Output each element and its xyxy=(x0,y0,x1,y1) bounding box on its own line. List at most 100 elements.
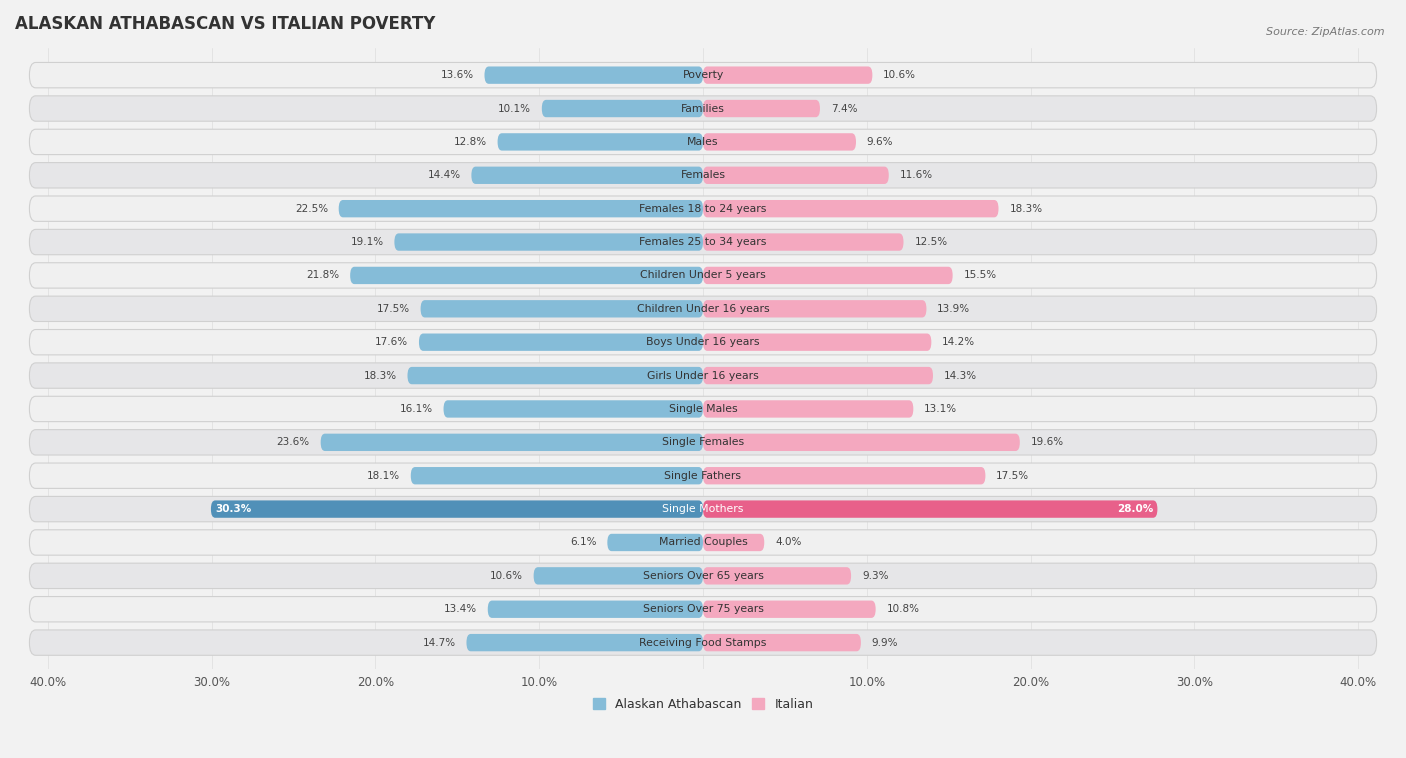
FancyBboxPatch shape xyxy=(443,400,703,418)
FancyBboxPatch shape xyxy=(30,96,1376,121)
FancyBboxPatch shape xyxy=(339,200,703,218)
FancyBboxPatch shape xyxy=(30,163,1376,188)
FancyBboxPatch shape xyxy=(408,367,703,384)
FancyBboxPatch shape xyxy=(541,100,703,117)
Text: 21.8%: 21.8% xyxy=(307,271,339,280)
Text: 15.5%: 15.5% xyxy=(963,271,997,280)
Text: Families: Families xyxy=(681,104,725,114)
Text: 10.6%: 10.6% xyxy=(489,571,523,581)
Text: 7.4%: 7.4% xyxy=(831,104,858,114)
Text: 19.1%: 19.1% xyxy=(350,237,384,247)
FancyBboxPatch shape xyxy=(419,334,703,351)
Legend: Alaskan Athabascan, Italian: Alaskan Athabascan, Italian xyxy=(588,693,818,716)
Text: 28.0%: 28.0% xyxy=(1118,504,1153,514)
FancyBboxPatch shape xyxy=(411,467,703,484)
FancyBboxPatch shape xyxy=(30,330,1376,355)
Text: 13.9%: 13.9% xyxy=(938,304,970,314)
Text: 14.2%: 14.2% xyxy=(942,337,976,347)
FancyBboxPatch shape xyxy=(703,167,889,184)
FancyBboxPatch shape xyxy=(211,500,703,518)
FancyBboxPatch shape xyxy=(485,67,703,84)
FancyBboxPatch shape xyxy=(703,567,851,584)
FancyBboxPatch shape xyxy=(30,363,1376,388)
Text: 10.1%: 10.1% xyxy=(498,104,531,114)
FancyBboxPatch shape xyxy=(703,300,927,318)
Text: 9.9%: 9.9% xyxy=(872,637,898,647)
Text: Seniors Over 75 years: Seniors Over 75 years xyxy=(643,604,763,614)
FancyBboxPatch shape xyxy=(703,67,872,84)
FancyBboxPatch shape xyxy=(30,563,1376,588)
FancyBboxPatch shape xyxy=(30,597,1376,622)
FancyBboxPatch shape xyxy=(30,263,1376,288)
Text: 12.5%: 12.5% xyxy=(914,237,948,247)
Text: 18.3%: 18.3% xyxy=(364,371,396,381)
FancyBboxPatch shape xyxy=(703,500,1157,518)
Text: 4.0%: 4.0% xyxy=(775,537,801,547)
Text: 14.4%: 14.4% xyxy=(427,171,461,180)
FancyBboxPatch shape xyxy=(30,196,1376,221)
FancyBboxPatch shape xyxy=(703,467,986,484)
Text: Boys Under 16 years: Boys Under 16 years xyxy=(647,337,759,347)
Text: 13.4%: 13.4% xyxy=(444,604,477,614)
Text: Females: Females xyxy=(681,171,725,180)
FancyBboxPatch shape xyxy=(30,296,1376,321)
Text: Girls Under 16 years: Girls Under 16 years xyxy=(647,371,759,381)
FancyBboxPatch shape xyxy=(703,200,998,218)
Text: 6.1%: 6.1% xyxy=(569,537,596,547)
FancyBboxPatch shape xyxy=(498,133,703,151)
Text: 16.1%: 16.1% xyxy=(399,404,433,414)
Text: ALASKAN ATHABASCAN VS ITALIAN POVERTY: ALASKAN ATHABASCAN VS ITALIAN POVERTY xyxy=(15,15,436,33)
FancyBboxPatch shape xyxy=(703,334,931,351)
Text: Females 18 to 24 years: Females 18 to 24 years xyxy=(640,204,766,214)
FancyBboxPatch shape xyxy=(703,534,765,551)
Text: Single Fathers: Single Fathers xyxy=(665,471,741,481)
Text: Receiving Food Stamps: Receiving Food Stamps xyxy=(640,637,766,647)
Text: 22.5%: 22.5% xyxy=(295,204,328,214)
Text: Single Females: Single Females xyxy=(662,437,744,447)
Text: Poverty: Poverty xyxy=(682,70,724,80)
FancyBboxPatch shape xyxy=(703,434,1019,451)
FancyBboxPatch shape xyxy=(534,567,703,584)
Text: Source: ZipAtlas.com: Source: ZipAtlas.com xyxy=(1267,27,1385,36)
FancyBboxPatch shape xyxy=(350,267,703,284)
FancyBboxPatch shape xyxy=(607,534,703,551)
FancyBboxPatch shape xyxy=(703,133,856,151)
Text: 9.3%: 9.3% xyxy=(862,571,889,581)
Text: 17.5%: 17.5% xyxy=(997,471,1029,481)
Text: 17.5%: 17.5% xyxy=(377,304,409,314)
FancyBboxPatch shape xyxy=(30,129,1376,155)
FancyBboxPatch shape xyxy=(703,100,820,117)
FancyBboxPatch shape xyxy=(30,463,1376,488)
FancyBboxPatch shape xyxy=(30,396,1376,421)
FancyBboxPatch shape xyxy=(488,600,703,618)
Text: 18.1%: 18.1% xyxy=(367,471,399,481)
Text: Females 25 to 34 years: Females 25 to 34 years xyxy=(640,237,766,247)
Text: 14.7%: 14.7% xyxy=(423,637,456,647)
FancyBboxPatch shape xyxy=(30,496,1376,522)
Text: 19.6%: 19.6% xyxy=(1031,437,1064,447)
Text: 13.1%: 13.1% xyxy=(924,404,957,414)
Text: Males: Males xyxy=(688,137,718,147)
FancyBboxPatch shape xyxy=(321,434,703,451)
Text: 17.6%: 17.6% xyxy=(375,337,408,347)
Text: 14.3%: 14.3% xyxy=(943,371,977,381)
Text: 10.6%: 10.6% xyxy=(883,70,917,80)
Text: Children Under 5 years: Children Under 5 years xyxy=(640,271,766,280)
Text: Single Mothers: Single Mothers xyxy=(662,504,744,514)
FancyBboxPatch shape xyxy=(703,233,904,251)
Text: Single Males: Single Males xyxy=(669,404,737,414)
FancyBboxPatch shape xyxy=(420,300,703,318)
Text: 10.8%: 10.8% xyxy=(886,604,920,614)
FancyBboxPatch shape xyxy=(30,530,1376,555)
FancyBboxPatch shape xyxy=(703,634,860,651)
Text: 11.6%: 11.6% xyxy=(900,171,932,180)
Text: 9.6%: 9.6% xyxy=(868,137,893,147)
FancyBboxPatch shape xyxy=(703,367,934,384)
FancyBboxPatch shape xyxy=(471,167,703,184)
FancyBboxPatch shape xyxy=(467,634,703,651)
FancyBboxPatch shape xyxy=(703,400,914,418)
Text: 23.6%: 23.6% xyxy=(277,437,309,447)
FancyBboxPatch shape xyxy=(30,430,1376,455)
FancyBboxPatch shape xyxy=(703,267,953,284)
Text: 30.3%: 30.3% xyxy=(215,504,252,514)
